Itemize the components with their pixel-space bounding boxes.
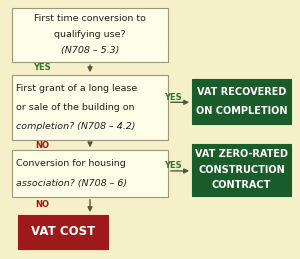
Text: VAT RECOVERED: VAT RECOVERED — [197, 87, 286, 97]
FancyBboxPatch shape — [12, 150, 168, 197]
Text: Conversion for housing: Conversion for housing — [16, 159, 126, 168]
Text: First grant of a long lease: First grant of a long lease — [16, 84, 138, 93]
Text: CONSTRUCTION: CONSTRUCTION — [198, 165, 285, 175]
FancyBboxPatch shape — [192, 144, 291, 196]
Text: VAT COST: VAT COST — [31, 225, 95, 238]
FancyBboxPatch shape — [12, 8, 168, 62]
FancyBboxPatch shape — [18, 215, 108, 249]
Text: YES: YES — [164, 93, 181, 102]
Text: qualifying use?: qualifying use? — [54, 31, 126, 39]
Text: association? (N708 – 6): association? (N708 – 6) — [16, 179, 128, 188]
Text: (N708 – 5.3): (N708 – 5.3) — [61, 46, 119, 55]
Text: VAT ZERO-RATED: VAT ZERO-RATED — [195, 149, 288, 159]
Text: completion? (N708 – 4.2): completion? (N708 – 4.2) — [16, 122, 136, 131]
FancyBboxPatch shape — [12, 75, 168, 140]
Text: or sale of the building on: or sale of the building on — [16, 103, 135, 112]
Text: YES: YES — [33, 63, 51, 72]
Text: NO: NO — [35, 200, 49, 209]
Text: NO: NO — [35, 141, 49, 149]
Text: First time conversion to: First time conversion to — [34, 15, 146, 24]
FancyBboxPatch shape — [192, 79, 291, 124]
Text: YES: YES — [164, 161, 181, 170]
Text: CONTRACT: CONTRACT — [212, 180, 271, 190]
Text: ON COMPLETION: ON COMPLETION — [196, 106, 287, 116]
